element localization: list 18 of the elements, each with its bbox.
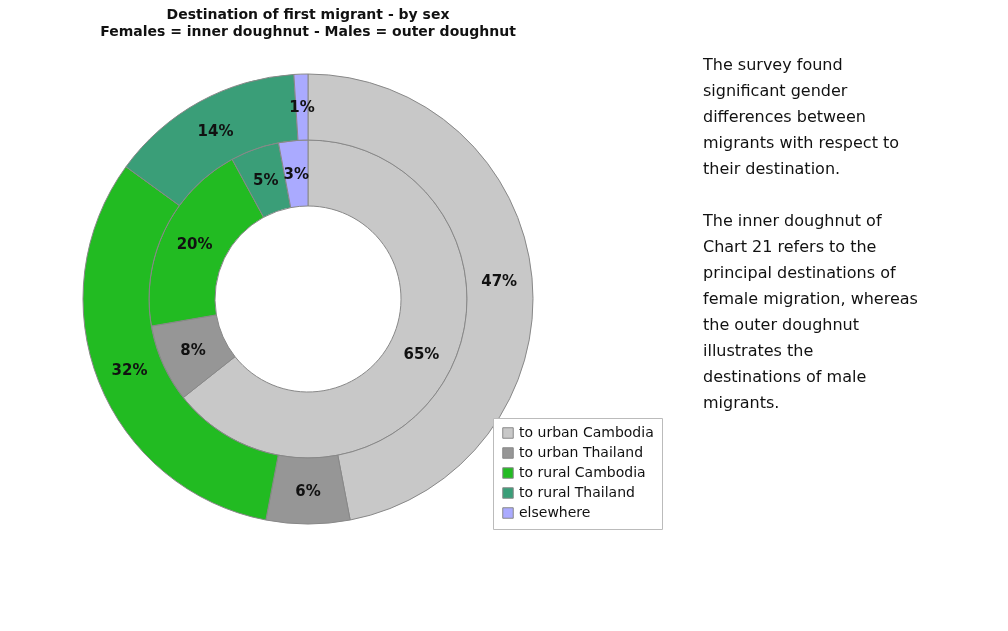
data-label: 8%: [180, 341, 206, 360]
legend-label: to urban Cambodia: [519, 424, 654, 440]
text: The inner doughnut of Chart 21 refers to the principal destinations of female migration, whereas the outer doughnut illustrates the destinations of male migrants.: [702, 211, 918, 412]
chart-title: Destination of first migrant - by sex: [166, 6, 450, 22]
legend-label: to urban Thailand: [519, 444, 644, 460]
data-label: 6%: [295, 482, 321, 500]
legend-label: to rural Thailand: [519, 484, 635, 500]
data-label: 47%: [481, 271, 518, 290]
legend-label: to rural Cambodia: [519, 464, 646, 480]
data-label: 20%: [176, 235, 213, 254]
data-label: 5%: [252, 171, 279, 190]
legend-label: elsewhere: [519, 504, 591, 520]
chart-subtitle: Females = inner doughnut - Males = outer doughnut: [100, 23, 517, 39]
data-label: 32%: [111, 360, 148, 379]
text: The survey found significant gender differences between migrants with respect to their destination.: [702, 55, 900, 178]
data-label: 3%: [283, 164, 309, 183]
data-label: 14%: [197, 121, 234, 140]
data-label: 65%: [403, 344, 440, 363]
